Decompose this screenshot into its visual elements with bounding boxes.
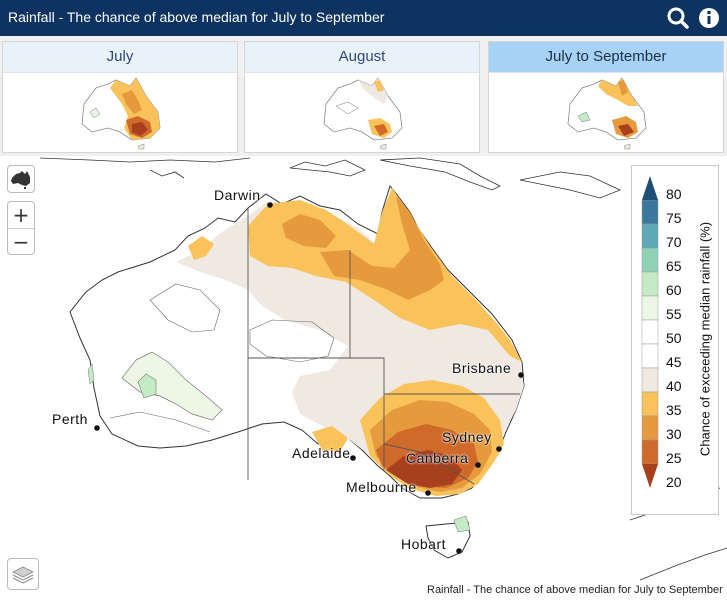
rainfall-zone-60-65-coast (87, 363, 95, 385)
tab-august-label: August (245, 42, 479, 73)
border-nt-sa-qld (248, 357, 385, 470)
rainfall-zone-30-35-arnhem (282, 214, 336, 248)
legend-swatch (641, 343, 659, 369)
layers-icon (12, 566, 34, 584)
legend-tick-label: 65 (666, 258, 682, 274)
legend-swatch (641, 391, 659, 417)
australia-icon (11, 171, 30, 189)
australia-extent-button[interactable] (7, 165, 35, 193)
city-marker-hobart[interactable] (456, 548, 462, 554)
rainfall-zone-30-35-gulf (320, 196, 444, 300)
legend: 80 75 70 65 60 55 50 45 40 35 30 25 20 Chance of exc… (631, 165, 719, 515)
city-label-hobart: Hobart (401, 536, 447, 552)
title-bar: Rainfall - The chance of above median fo… (0, 0, 727, 36)
legend-title: Chance of exceeding median rainfall (%) (697, 221, 713, 457)
city-label-brisbane: Brisbane (452, 360, 512, 376)
tab-july-to-september[interactable]: July to September (488, 41, 724, 153)
island-coastline (519, 171, 622, 199)
legend-swatch (641, 367, 659, 393)
legend-tick-label: 50 (666, 330, 682, 346)
border-nsw-vic (383, 443, 475, 485)
island-coastline (289, 159, 366, 177)
legend-tick-label: 75 (666, 210, 682, 226)
contour-line (149, 283, 221, 333)
thumbnail-map-july-to-september (567, 77, 647, 150)
legend-swatch (641, 199, 659, 225)
legend-swatch (641, 319, 659, 345)
legend-tick-label: 70 (666, 234, 682, 250)
legend-tick-label: 60 (666, 282, 682, 298)
rainfall-zone-35-40-kimberley (188, 236, 214, 260)
rainfall-zone-55-60-wa (121, 351, 223, 421)
legend-swatch (641, 223, 659, 249)
tab-july[interactable]: July (2, 41, 238, 153)
legend-tick-label: 20 (666, 474, 682, 490)
city-marker-brisbane[interactable] (518, 372, 524, 378)
city-marker-darwin[interactable] (267, 202, 273, 208)
city-label-canberra: Canberra (406, 450, 469, 466)
city-label-adelaide: Adelaide (292, 445, 351, 461)
city-label-sydney: Sydney (442, 429, 492, 445)
thumbnail-map-august (323, 77, 403, 150)
city-label-darwin: Darwin (214, 187, 261, 203)
tab-august[interactable]: August (244, 41, 480, 153)
rainfall-zone-20-25 (386, 450, 462, 488)
contour-line (109, 411, 211, 433)
legend-arrow-bottom (642, 464, 658, 488)
city-marker-perth[interactable] (94, 425, 100, 431)
legend-arrow-top (642, 176, 658, 200)
legend-colorbar (641, 176, 659, 488)
legend-tick-label: 55 (666, 306, 682, 322)
rainfall-zone-35-40-sa (312, 426, 348, 452)
period-tabs: July August July to September (0, 36, 727, 156)
layers-button[interactable] (7, 558, 39, 590)
legend-tick-label: 30 (666, 426, 682, 442)
legend-tick-label: 80 (666, 186, 682, 202)
map-caption: Rainfall - The chance of above median fo… (427, 584, 723, 596)
australia-rainfall-map[interactable] (0, 156, 727, 602)
city-label-perth: Perth (52, 411, 88, 427)
island-coastline (39, 157, 251, 163)
legend-tick-label: 25 (666, 450, 682, 466)
legend-swatch (641, 295, 659, 321)
zoom-control: + − (7, 201, 35, 255)
tab-july-label: July (3, 42, 237, 73)
contour-line (249, 319, 335, 363)
legend-swatch (641, 415, 659, 441)
rainfall-zone-60-65-wa (137, 373, 157, 399)
city-marker-sydney[interactable] (496, 446, 502, 452)
rainfall-zone-60-65-tas (453, 515, 471, 533)
island-coastline (379, 157, 501, 191)
city-marker-canberra[interactable] (475, 462, 481, 468)
legend-tick-label: 35 (666, 402, 682, 418)
legend-swatch (641, 247, 659, 273)
legend-tick-label: 45 (666, 354, 682, 370)
search-icon[interactable] (666, 6, 690, 30)
zoom-in-button[interactable]: + (8, 202, 34, 229)
city-marker-adelaide[interactable] (350, 455, 356, 461)
nz-coastline (639, 547, 727, 581)
page-title: Rainfall - The chance of above median fo… (8, 9, 385, 25)
city-label-melbourne: Melbourne (346, 479, 417, 495)
city-marker-melbourne[interactable] (425, 490, 431, 496)
island-coastline (149, 169, 185, 179)
tab-july-to-september-label: July to September (489, 42, 723, 73)
info-icon[interactable] (697, 6, 721, 30)
thumbnail-map-july (81, 77, 161, 150)
map-area[interactable]: Darwin Brisbane Perth Sydney Adelaide Ca… (0, 156, 727, 602)
legend-swatch (641, 271, 659, 297)
legend-tick-label: 40 (666, 378, 682, 394)
zoom-out-button[interactable]: − (12, 230, 30, 254)
legend-swatch (641, 439, 659, 465)
